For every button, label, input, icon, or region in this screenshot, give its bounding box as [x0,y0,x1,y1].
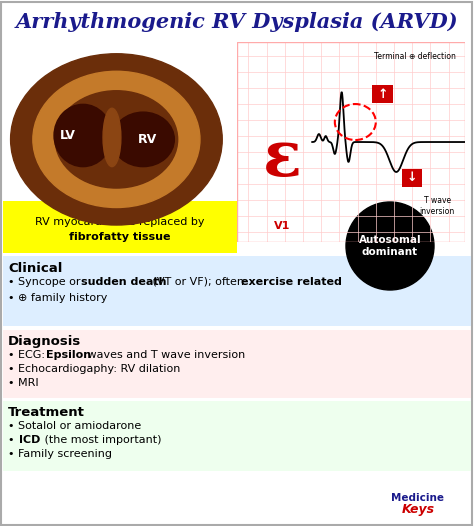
FancyBboxPatch shape [3,256,471,326]
Text: • ECG:: • ECG: [8,350,48,360]
Text: ICD: ICD [19,435,40,445]
Text: Treatment: Treatment [8,406,85,419]
Text: Keys: Keys [401,503,435,517]
FancyBboxPatch shape [3,401,471,471]
Ellipse shape [10,54,222,225]
Text: ε: ε [263,127,302,188]
Text: • ⊕ family history: • ⊕ family history [8,293,108,303]
Ellipse shape [33,72,200,207]
Text: waves and T wave inversion: waves and T wave inversion [84,350,245,360]
Text: (VT or VF); often: (VT or VF); often [149,277,247,287]
FancyBboxPatch shape [3,201,237,253]
Text: Diagnosis: Diagnosis [8,335,81,348]
Text: Autosomal
dominant: Autosomal dominant [359,235,421,257]
Text: ↑: ↑ [377,87,388,100]
Circle shape [346,202,434,290]
Text: Arrhythmogenic RV Dysplasia (ARVD): Arrhythmogenic RV Dysplasia (ARVD) [16,12,458,32]
Text: V1: V1 [274,221,291,231]
Text: ↓: ↓ [407,171,418,185]
Ellipse shape [54,104,112,167]
Text: Clinical: Clinical [8,262,63,275]
Text: exercise related: exercise related [241,277,342,287]
Text: T wave
inversion: T wave inversion [419,196,455,216]
Text: • Family screening: • Family screening [8,449,112,459]
Text: RV myocardium is replaced by: RV myocardium is replaced by [35,217,205,227]
Text: LV: LV [59,129,75,142]
FancyBboxPatch shape [3,330,471,398]
Text: Terminal ⊕ deflection: Terminal ⊕ deflection [374,52,456,60]
Text: • Sotalol or amiodarone: • Sotalol or amiodarone [8,421,141,431]
Text: • MRI: • MRI [8,378,38,388]
Ellipse shape [55,90,178,188]
Text: (the most important): (the most important) [41,435,162,445]
Text: • Syncope or: • Syncope or [8,277,84,287]
FancyBboxPatch shape [373,85,393,103]
FancyBboxPatch shape [402,169,422,187]
Text: RV: RV [138,133,157,146]
Ellipse shape [103,108,121,167]
Text: • Echocardiogaphy: RV dilation: • Echocardiogaphy: RV dilation [8,364,181,374]
Text: Medicine: Medicine [392,493,445,503]
Ellipse shape [112,112,174,167]
Text: •: • [8,435,18,445]
Text: sudden death: sudden death [81,277,166,287]
Text: fibrofatty tissue: fibrofatty tissue [69,232,171,242]
Text: Epsilon: Epsilon [46,350,91,360]
